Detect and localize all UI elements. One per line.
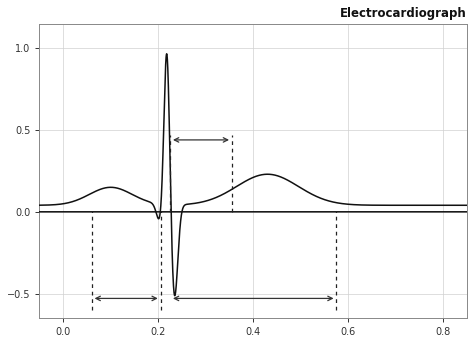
Text: Electrocardiograph: Electrocardiograph bbox=[340, 7, 467, 20]
